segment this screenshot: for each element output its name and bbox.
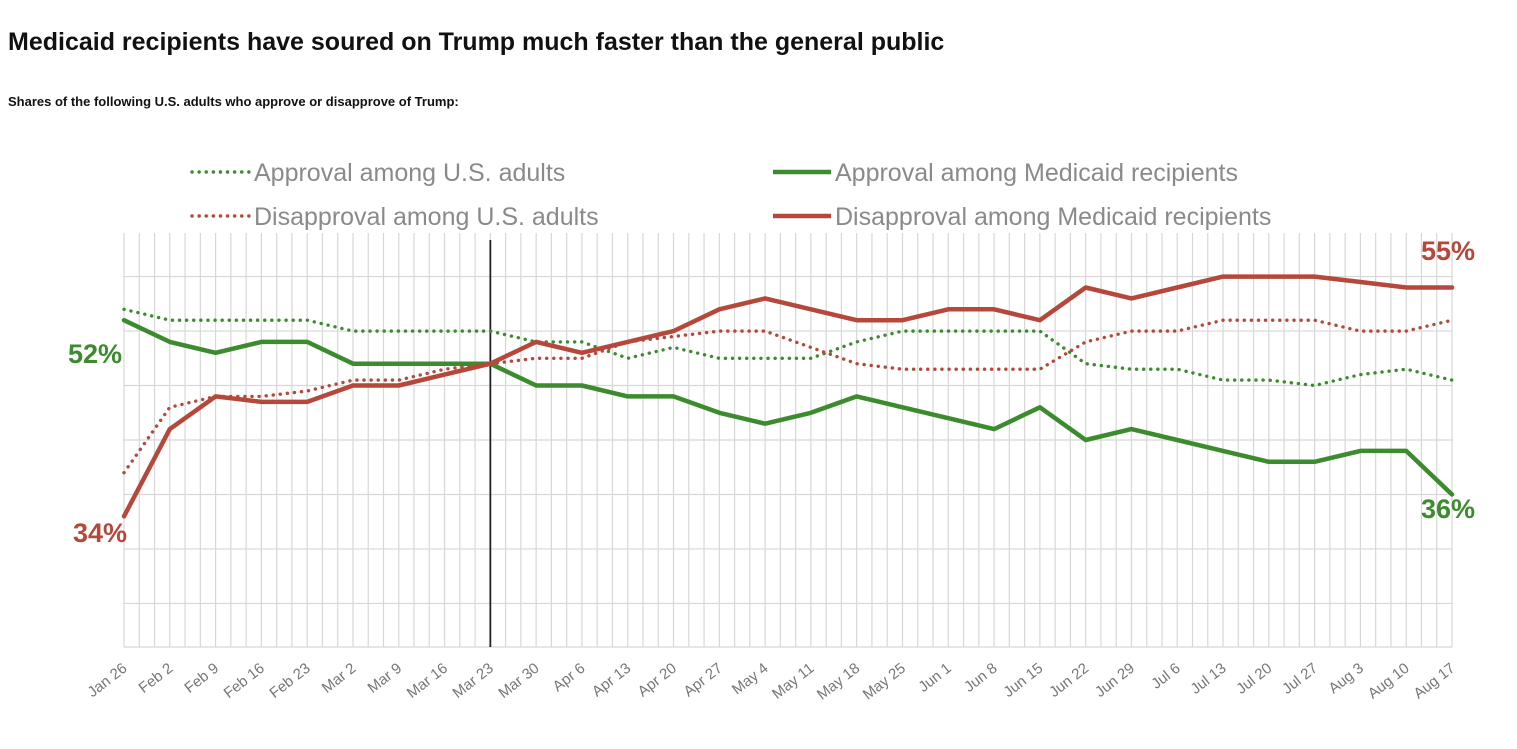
x-tick-label: Feb 9 <box>181 660 222 697</box>
x-tick-label: Aug 17 <box>1411 660 1459 703</box>
x-tick-label: Jul 20 <box>1233 660 1275 698</box>
x-tick-label: Feb 23 <box>266 660 313 702</box>
series-line-disapproval-among-u-s-adults <box>122 318 1454 475</box>
x-tick-label: Feb 16 <box>221 660 268 702</box>
series-line-disapproval-among-medicaid-recipients <box>121 274 1455 519</box>
series-line-approval-among-medicaid-recipients <box>121 317 1455 497</box>
x-tick-label: Jul 6 <box>1148 660 1183 693</box>
x-tick-label: May 25 <box>860 660 909 704</box>
x-tick-label: Jun 15 <box>1000 660 1046 701</box>
legend-label-approval-among-u-s-adults: Approval among U.S. adults <box>254 159 565 187</box>
chart-series <box>121 274 1455 519</box>
x-tick-label: Aug 3 <box>1326 660 1367 698</box>
end-label-52: 52% <box>68 339 122 369</box>
x-tick-label: Mar 16 <box>404 660 451 702</box>
x-tick-label: Feb 2 <box>136 660 177 697</box>
x-tick-label: Mar 2 <box>319 660 360 697</box>
x-tick-label: Apr 20 <box>635 660 680 701</box>
x-tick-label: May 18 <box>814 660 863 704</box>
chart-grid <box>123 233 1453 648</box>
x-tick-label: Apr 13 <box>589 660 634 701</box>
legend-label-disapproval-among-medicaid-recipients: Disapproval among Medicaid recipients <box>835 203 1271 231</box>
end-label-34: 34% <box>73 518 127 548</box>
x-tick-label: Mar 30 <box>495 660 542 702</box>
x-tick-label: Apr 27 <box>680 660 725 701</box>
x-tick-label: Jun 29 <box>1092 660 1138 701</box>
legend-label-approval-among-medicaid-recipients: Approval among Medicaid recipients <box>835 159 1238 187</box>
legend-label-disapproval-among-u-s-adults: Disapproval among U.S. adults <box>254 203 599 231</box>
x-tick-label: Jan 26 <box>84 660 130 701</box>
chart-legend: Approval among U.S. adults Approval among… <box>190 159 1271 231</box>
x-tick-label: Mar 23 <box>450 660 497 702</box>
chart-title: Medicaid recipients have soured on Trump… <box>8 28 945 56</box>
end-label-55: 55% <box>1421 236 1475 266</box>
end-label-36: 36% <box>1421 494 1475 524</box>
chart-subtitle: Shares of the following U.S. adults who … <box>8 94 459 109</box>
x-tick-label: Mar 9 <box>365 660 406 697</box>
x-tick-label: May 4 <box>729 660 772 699</box>
x-tick-label: Jun 22 <box>1046 660 1092 701</box>
x-tick-label: Jun 1 <box>915 660 954 696</box>
x-tick-label: Jul 27 <box>1279 660 1321 698</box>
x-tick-label: Aug 10 <box>1365 660 1413 703</box>
x-tick-label: Jun 8 <box>961 660 1000 696</box>
x-tick-label: May 11 <box>769 660 817 703</box>
end-labels: 52% 34% 55% 36% <box>68 236 1475 548</box>
x-tick-label: Apr 6 <box>550 660 589 695</box>
series-line-approval-among-u-s-adults <box>122 307 1454 388</box>
x-tick-label: Jul 13 <box>1187 660 1229 698</box>
